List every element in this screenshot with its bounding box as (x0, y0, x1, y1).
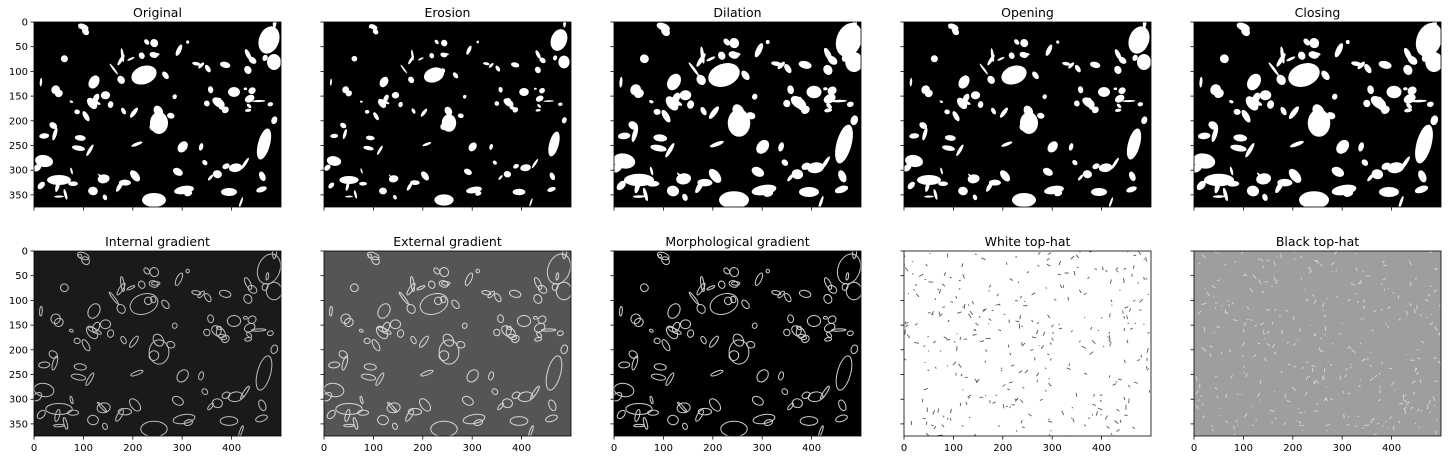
x-tick-label: 300 (753, 443, 772, 454)
x-tick-label: 400 (1382, 443, 1401, 454)
y-tick-label: 150 (9, 321, 28, 332)
y-tick-label: 350 (9, 419, 28, 430)
x-tick-label: 200 (413, 443, 432, 454)
x-tick-label: 200 (1283, 443, 1302, 454)
x-tick-label: 300 (463, 443, 482, 454)
y-tick-label: 100 (9, 296, 28, 307)
y-tick-label: 300 (9, 395, 28, 406)
panel-title: Internal gradient (105, 234, 210, 249)
x-tick-label: 400 (222, 443, 241, 454)
panel-internal-gradient: Internal gradient 0 100 200 300 400 0 50 100 150 2… (9, 234, 285, 454)
x-tick-label: 400 (1092, 443, 1111, 454)
x-tick-label: 100 (74, 443, 93, 454)
panel-title: White top-hat (985, 234, 1071, 249)
panel-image (901, 248, 1155, 439)
panel-external-gradient: External gradient 0 100 200 300 400 (321, 234, 575, 454)
panel-title: Closing (1295, 5, 1341, 20)
panel-title: Original (133, 5, 182, 20)
y-tick-label: 200 (9, 116, 28, 127)
panel-original: Original 0 50 100 150 200 250 300 350 (9, 5, 283, 211)
y-tick-label: 50 (15, 271, 28, 282)
y-tick-label: 200 (9, 345, 28, 356)
x-tick-label: 0 (901, 443, 907, 454)
y-tick-label: 0 (22, 247, 28, 258)
x-tick-label: 100 (944, 443, 963, 454)
panel-closing: Closing (1191, 5, 1447, 211)
x-tick-label: 0 (321, 443, 327, 454)
panel-title: Dilation (713, 5, 761, 20)
x-tick-label: 100 (1234, 443, 1253, 454)
panel-erosion: Erosion (321, 5, 572, 211)
panel-title: Black top-hat (1276, 234, 1359, 249)
panel-image (611, 13, 867, 209)
y-tick-label: 50 (15, 42, 28, 53)
x-tick-label: 100 (364, 443, 383, 454)
y-tick-label: 300 (9, 166, 28, 177)
x-tick-label: 100 (654, 443, 673, 454)
y-tick-label: 250 (9, 370, 28, 381)
y-tick-label: 100 (9, 67, 28, 78)
x-tick-label: 400 (802, 443, 821, 454)
panel-image (31, 243, 284, 437)
y-tick-label: 350 (9, 190, 28, 201)
panel-opening: Opening (901, 5, 1154, 211)
y-tick-label: 0 (22, 18, 28, 29)
panel-title: Erosion (425, 5, 471, 20)
y-tick-label: 150 (9, 92, 28, 103)
panel-white-top-hat: White top-hat 0 100 200 300 400 (901, 234, 1156, 454)
panel-title: Morphological gradient (665, 234, 809, 249)
x-tick-label: 400 (512, 443, 531, 454)
panel-title: Opening (1001, 5, 1054, 20)
x-tick-label: 0 (611, 443, 617, 454)
panel-black-top-hat: Black top-hat 0 100 200 300 400 (1190, 234, 1441, 454)
x-tick-label: 200 (703, 443, 722, 454)
panel-image (323, 17, 571, 207)
x-tick-label: 200 (993, 443, 1012, 454)
panel-image (1191, 13, 1447, 209)
x-tick-label: 300 (1043, 443, 1062, 454)
y-tick-label: 250 (9, 141, 28, 152)
panel-image (1190, 248, 1441, 436)
x-tick-label: 200 (123, 443, 142, 454)
panel-image (611, 243, 864, 437)
panel-image (321, 243, 574, 437)
x-tick-label: 0 (1191, 443, 1197, 454)
panel-title: External gradient (393, 234, 502, 249)
panel-morphological-gradient: Morphological gradient 0 100 200 300 400 (611, 234, 865, 454)
x-tick-label: 0 (31, 443, 37, 454)
x-tick-label: 300 (173, 443, 192, 454)
panel-dilation: Dilation (611, 5, 867, 211)
x-tick-label: 300 (1333, 443, 1352, 454)
panel-image (32, 15, 283, 208)
panel-image (902, 15, 1153, 208)
